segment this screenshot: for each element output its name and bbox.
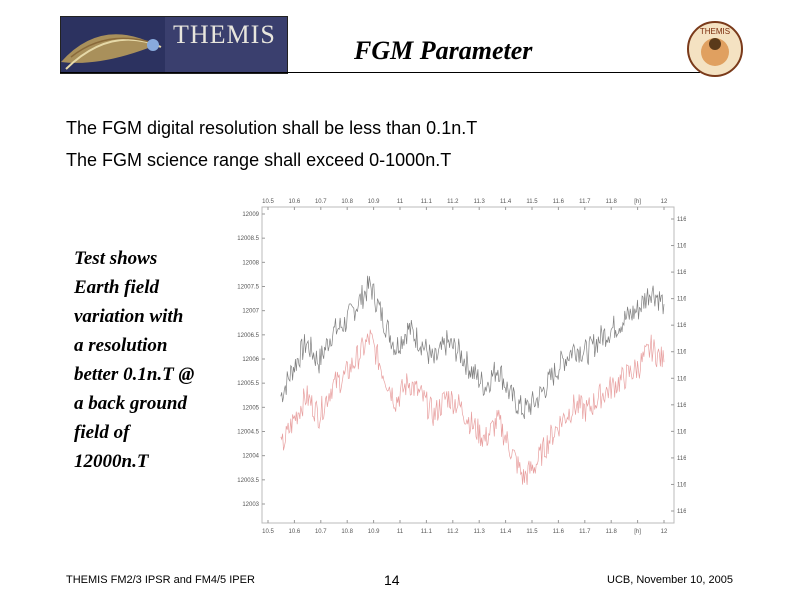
fgm-chart: 10.5 10.6 10.7 10.8 10.9 11 11.1 11.2 11.3 11.4 11… — [237, 199, 686, 535]
note-line: better 0.1n.T @ — [74, 364, 195, 385]
x-tick-label-top: 10.6 — [289, 199, 301, 205]
y-tick-label-left: 12005.5 — [237, 381, 259, 387]
test-note: Test shows Earth field variation with a … — [74, 244, 224, 476]
title-divider — [60, 72, 700, 73]
y-tick-label-right: 11626.5 — [677, 270, 686, 276]
y-tick-label-left: 12007.5 — [237, 285, 259, 291]
logo-text: THEMIS — [173, 20, 276, 49]
y-tick-label-right: 11622.5 — [677, 482, 686, 488]
y-tick-label-left: 12005 — [242, 405, 259, 411]
x-tick-label-top: 10.8 — [341, 199, 353, 205]
x-tick-label-bottom: 11.7 — [579, 529, 591, 535]
emblem-text: THEMIS — [700, 27, 730, 36]
y-tick-label-left: 12004.5 — [237, 430, 259, 436]
note-line: a back ground — [74, 393, 187, 414]
series-line-1 — [280, 275, 665, 419]
x-tick-label-top: 11.1 — [421, 199, 433, 205]
note-line: variation with — [74, 306, 184, 327]
themis-emblem: THEMIS — [687, 21, 743, 77]
requirement-resolution: The FGM digital resolution shall be less… — [66, 118, 478, 138]
x-tick-label-bottom: 11.8 — [606, 529, 618, 535]
footer-date: UCB, November 10, 2005 — [607, 574, 733, 586]
y-tick-label-right: 11627 — [677, 244, 686, 250]
x-tick-label-top: 12 — [661, 199, 668, 205]
x-tick-label-top: 10.7 — [315, 199, 327, 205]
x-tick-label-bottom: 12 — [661, 529, 668, 535]
x-tick-label-bottom: 11.6 — [553, 529, 565, 535]
series-line-2 — [280, 329, 665, 485]
y-tick-label-left: 12006.5 — [237, 333, 259, 339]
footer-left: THEMIS FM2/3 IPSR and FM4/5 IPER — [66, 574, 255, 586]
y-tick-label-right: 11624 — [677, 403, 686, 409]
x-tick-label-top: 11.4 — [500, 199, 512, 205]
x-tick-label-bottom: 11.2 — [447, 529, 459, 535]
x-tick-label-top: 10.9 — [368, 199, 380, 205]
y-tick-label-left: 12008.5 — [237, 236, 259, 242]
x-tick-label-bottom: 11.3 — [474, 529, 486, 535]
x-tick-label-top: 11 — [397, 199, 404, 205]
x-tick-label-bottom: 10.6 — [289, 529, 301, 535]
x-tick-label-top: 11.3 — [474, 199, 486, 205]
page-number: 14 — [384, 572, 400, 588]
y-tick-label-right: 11624.5 — [677, 376, 686, 382]
y-tick-label-left: 12007 — [242, 309, 259, 315]
x-tick-label-bottom: 11.1 — [421, 529, 433, 535]
y-tick-label-left: 12009 — [242, 212, 259, 218]
note-line: Earth field — [74, 277, 159, 298]
x-tick-label-top: 11.5 — [526, 199, 538, 205]
page-title: FGM Parameter — [354, 36, 533, 65]
y-tick-label-right: 11625.5 — [677, 323, 686, 329]
x-tick-label-bottom: 10.9 — [368, 529, 380, 535]
x-tick-label-bottom: 10.7 — [315, 529, 327, 535]
y-tick-label-right: 11625 — [677, 350, 686, 356]
note-line: a resolution — [74, 335, 168, 356]
x-tick-label-bottom: 11.5 — [526, 529, 538, 535]
y-tick-label-right: 11623 — [677, 456, 686, 462]
y-tick-label-left: 12008 — [242, 260, 259, 266]
x-tick-label-top: 11.6 — [553, 199, 565, 205]
x-tick-label-top: 11.8 — [606, 199, 618, 205]
y-tick-label-right: 11622 — [677, 509, 686, 515]
y-tick-label-right: 11626 — [677, 297, 686, 303]
x-tick-label-top: 10.5 — [262, 199, 274, 205]
x-tick-label-bottom: 10.8 — [341, 529, 353, 535]
magnetosphere-graphic — [61, 17, 287, 73]
note-line: Test shows — [74, 248, 158, 269]
x-tick-label-bottom: 11 — [397, 529, 404, 535]
themis-logo: THEMIS — [60, 16, 288, 74]
y-tick-label-right: 11627.5 — [677, 217, 686, 223]
x-tick-label-bottom: 11.4 — [500, 529, 512, 535]
x-tick-label-top: [h] — [634, 199, 641, 205]
x-tick-label-bottom: [h] — [634, 529, 641, 535]
x-tick-label-top: 11.2 — [447, 199, 459, 205]
y-tick-label-left: 12006 — [242, 357, 259, 363]
y-tick-label-left: 12003.5 — [237, 478, 259, 484]
y-tick-label-left: 12003 — [242, 502, 259, 508]
x-tick-label-top: 11.7 — [579, 199, 591, 205]
requirement-range: The FGM science range shall exceed 0-100… — [66, 150, 452, 170]
note-line: field of — [74, 422, 130, 443]
note-line: 12000n.T — [74, 451, 149, 472]
y-tick-label-right: 11623.5 — [677, 429, 686, 435]
x-tick-label-bottom: 10.5 — [262, 529, 274, 535]
y-tick-label-left: 12004 — [242, 454, 259, 460]
